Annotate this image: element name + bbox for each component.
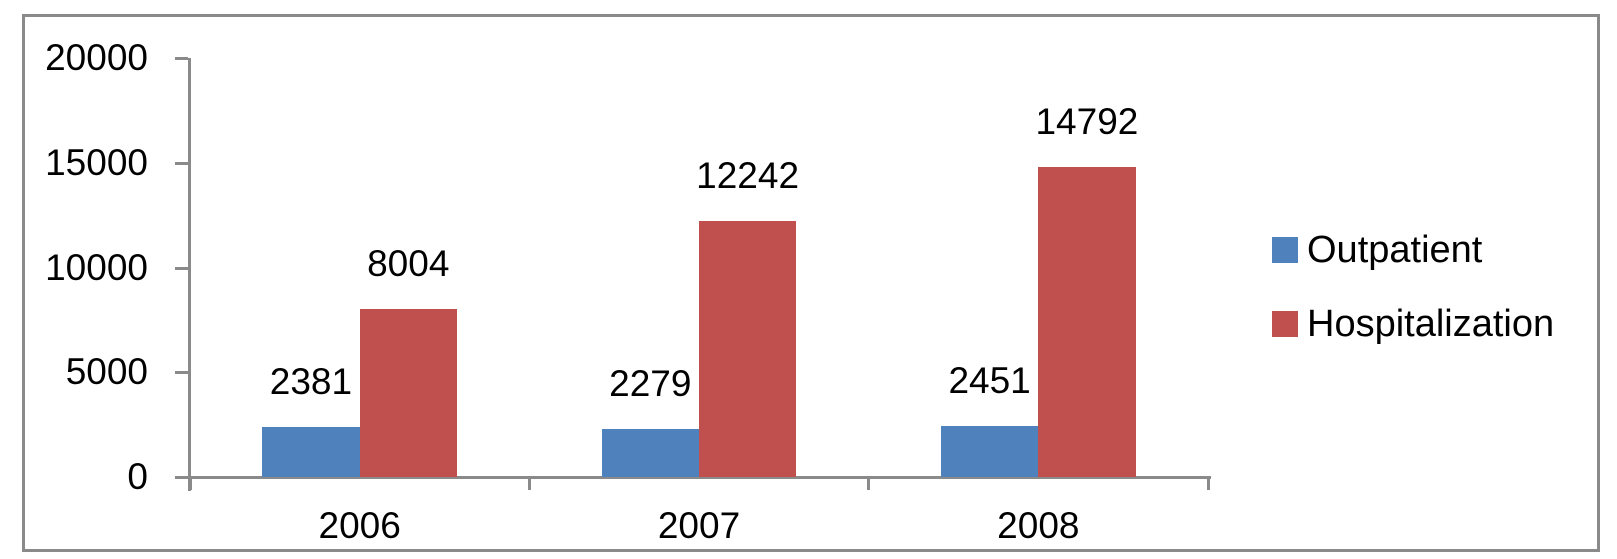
bar-value-label: 2381 xyxy=(269,361,353,403)
legend-swatch-icon xyxy=(1272,237,1298,263)
y-tick-label: 5000 xyxy=(65,351,148,393)
y-tick-label: 0 xyxy=(127,456,148,497)
x-tick xyxy=(867,476,871,490)
bar-hospitalization-2006 xyxy=(359,309,457,477)
x-axis-label: 2006 xyxy=(318,505,401,546)
x-tick xyxy=(188,476,192,490)
bar-outpatient-2007 xyxy=(601,429,699,477)
bar-hospitalization-2007 xyxy=(698,220,797,477)
x-axis-label: 2008 xyxy=(997,505,1080,546)
y-tick-label: 20000 xyxy=(45,37,148,78)
bar-value-label: 8004 xyxy=(367,243,450,285)
y-tick xyxy=(175,266,188,270)
y-axis-line xyxy=(188,58,191,491)
bar-hospitalization-2008 xyxy=(1038,167,1136,477)
legend-swatch-icon xyxy=(1272,311,1298,337)
legend-item-hospitalization: Hospitalization xyxy=(1272,303,1555,345)
y-tick xyxy=(175,371,188,375)
x-tick xyxy=(527,476,531,490)
bar-value-label: 14792 xyxy=(1035,101,1139,143)
x-axis-line xyxy=(188,476,1211,479)
y-tick-label: 10000 xyxy=(45,246,148,288)
y-tick-label: 15000 xyxy=(45,141,148,183)
y-tick xyxy=(175,476,188,479)
y-tick xyxy=(175,57,188,60)
y-tick xyxy=(175,161,188,165)
legend-label: Hospitalization xyxy=(1307,303,1555,345)
bar-outpatient-2006 xyxy=(262,427,360,477)
bar-value-label: 2451 xyxy=(948,359,1031,401)
x-tick xyxy=(1206,476,1210,490)
bar-value-label: 2279 xyxy=(609,363,692,405)
bar-value-label: 12242 xyxy=(696,154,800,196)
x-axis-label: 2007 xyxy=(657,505,741,546)
bar-outpatient-2008 xyxy=(940,425,1039,477)
legend-label: Outpatient xyxy=(1307,229,1483,271)
legend-item-outpatient: Outpatient xyxy=(1272,229,1483,271)
